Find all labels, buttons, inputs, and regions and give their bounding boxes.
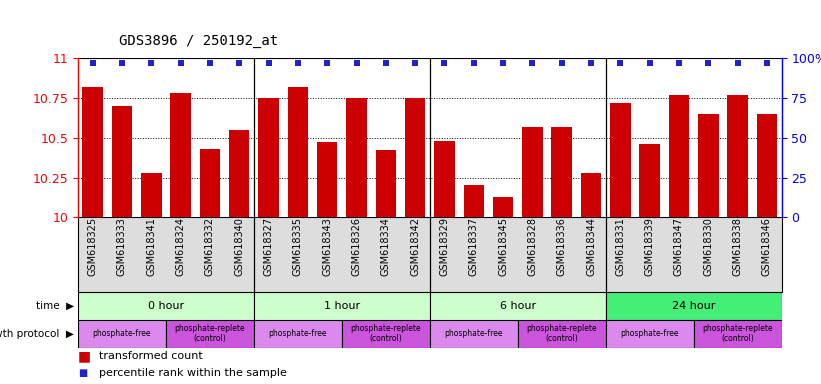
Bar (405, 98, 425, 217)
Bar (518, 320, 606, 348)
Text: ■: ■ (78, 349, 91, 363)
Bar (200, 149, 220, 217)
Text: GSM618337: GSM618337 (469, 217, 479, 276)
Text: GSM618331: GSM618331 (616, 217, 626, 276)
Text: time  ▶: time ▶ (36, 301, 74, 311)
Bar (434, 141, 455, 217)
Bar (698, 114, 718, 217)
Text: phosphate-replete
(control): phosphate-replete (control) (351, 324, 421, 343)
Text: GSM618342: GSM618342 (410, 217, 420, 276)
Text: phosphate-replete
(control): phosphate-replete (control) (175, 324, 245, 343)
Text: phosphate-free: phosphate-free (621, 329, 679, 338)
Bar (606, 320, 694, 348)
Bar (287, 87, 308, 217)
Bar (166, 320, 254, 348)
Text: 0 hour: 0 hour (148, 301, 184, 311)
Bar (694, 320, 782, 348)
Bar (669, 94, 690, 217)
Bar (170, 93, 190, 217)
Text: percentile rank within the sample: percentile rank within the sample (99, 368, 287, 379)
Bar (78, 292, 254, 320)
Text: GSM618329: GSM618329 (439, 217, 449, 276)
Bar (493, 197, 513, 217)
Text: GSM618345: GSM618345 (498, 217, 508, 276)
Bar (259, 98, 279, 217)
Text: GSM618343: GSM618343 (322, 217, 333, 276)
Text: GSM618334: GSM618334 (381, 217, 391, 276)
Text: phosphate-replete
(control): phosphate-replete (control) (702, 324, 773, 343)
Bar (141, 173, 162, 217)
Bar (640, 144, 660, 217)
Text: 6 hour: 6 hour (500, 301, 536, 311)
Text: GSM618344: GSM618344 (586, 217, 596, 276)
Bar (727, 94, 748, 217)
Text: transformed count: transformed count (99, 351, 202, 361)
Bar (254, 292, 430, 320)
Text: GSM618340: GSM618340 (234, 217, 244, 276)
Bar (757, 114, 777, 217)
Text: GSM618346: GSM618346 (762, 217, 772, 276)
Text: GSM618324: GSM618324 (176, 217, 186, 276)
Bar (552, 126, 572, 217)
Bar (522, 126, 543, 217)
Bar (580, 173, 601, 217)
Bar (78, 320, 166, 348)
Text: GSM618332: GSM618332 (205, 217, 215, 276)
Text: GSM618338: GSM618338 (732, 217, 743, 276)
Bar (229, 130, 250, 217)
Text: 24 hour: 24 hour (672, 301, 715, 311)
Bar (346, 98, 367, 217)
Text: GSM618325: GSM618325 (88, 217, 98, 276)
Text: GSM618341: GSM618341 (146, 217, 156, 276)
Bar (112, 106, 132, 217)
Text: GSM618328: GSM618328 (527, 217, 538, 276)
Text: GSM618347: GSM618347 (674, 217, 684, 276)
Bar (375, 151, 396, 217)
Text: GSM618336: GSM618336 (557, 217, 566, 276)
Text: GSM618330: GSM618330 (704, 217, 713, 276)
Text: GSM618333: GSM618333 (117, 217, 127, 276)
Bar (464, 185, 484, 217)
Text: GDS3896 / 250192_at: GDS3896 / 250192_at (119, 35, 278, 48)
Bar (610, 103, 631, 217)
Text: growth protocol  ▶: growth protocol ▶ (0, 329, 74, 339)
Bar (430, 320, 518, 348)
Text: phosphate-free: phosphate-free (444, 329, 503, 338)
Text: phosphate-free: phosphate-free (93, 329, 151, 338)
Bar (342, 320, 430, 348)
Bar (317, 142, 337, 217)
Text: ■: ■ (78, 368, 87, 379)
Text: 1 hour: 1 hour (323, 301, 360, 311)
Bar (430, 292, 606, 320)
Text: GSM618339: GSM618339 (644, 217, 654, 276)
Text: phosphate-free: phosphate-free (268, 329, 327, 338)
Text: GSM618327: GSM618327 (264, 217, 273, 276)
Text: GSM618326: GSM618326 (351, 217, 361, 276)
Text: phosphate-replete
(control): phosphate-replete (control) (526, 324, 597, 343)
Text: GSM618335: GSM618335 (293, 217, 303, 276)
Bar (606, 292, 782, 320)
Bar (254, 320, 342, 348)
Bar (82, 87, 103, 217)
